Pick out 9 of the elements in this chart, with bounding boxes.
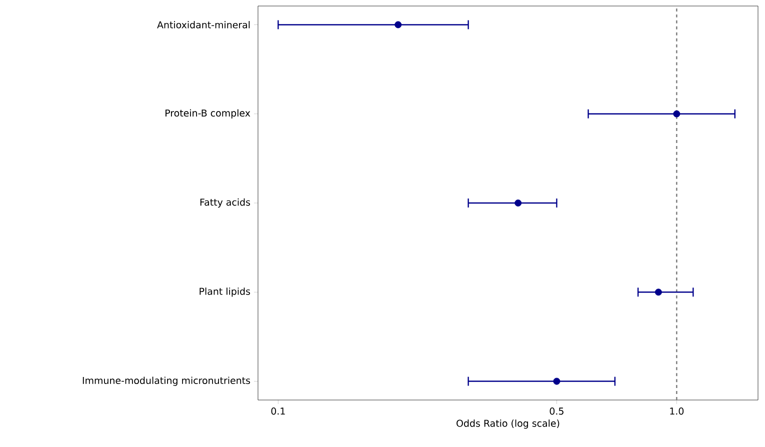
x-tick-label: 0.5 [550,408,564,415]
x-tick-label: 0.1 [271,408,285,415]
y-tick-label: Immune-modulating micronutrients [82,376,250,386]
y-tick-label: Fatty acids [200,198,250,208]
y-tick-label: Antioxidant-mineral [157,21,250,28]
y-tick-label: Protein-B complex [166,109,250,118]
y-tick-label: Plant lipids [200,288,250,297]
x-tick-label: 1.0 [670,408,684,415]
x-axis-title: Odds Ratio (log scale) [456,420,560,429]
